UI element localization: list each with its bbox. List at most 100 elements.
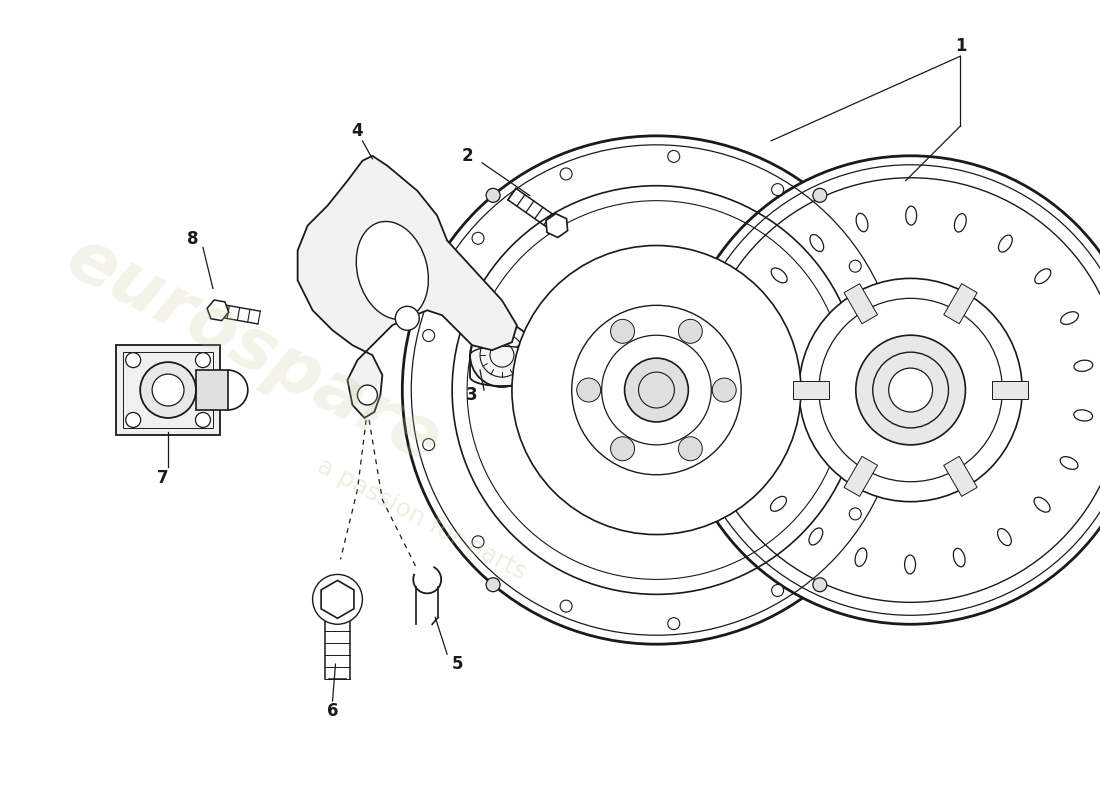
Polygon shape — [321, 581, 354, 618]
Polygon shape — [631, 430, 656, 534]
Polygon shape — [692, 322, 792, 376]
Circle shape — [668, 618, 680, 630]
Polygon shape — [683, 282, 767, 365]
Circle shape — [883, 405, 895, 417]
Circle shape — [625, 358, 689, 422]
Ellipse shape — [810, 234, 824, 251]
Ellipse shape — [1074, 360, 1092, 371]
Text: 7: 7 — [157, 469, 169, 486]
Ellipse shape — [744, 310, 761, 323]
Circle shape — [889, 368, 933, 412]
Circle shape — [856, 335, 966, 445]
Polygon shape — [671, 256, 728, 355]
Ellipse shape — [998, 529, 1011, 546]
Polygon shape — [793, 381, 829, 399]
Polygon shape — [696, 370, 801, 390]
Polygon shape — [534, 297, 626, 369]
Circle shape — [472, 232, 484, 244]
Circle shape — [512, 246, 801, 534]
Circle shape — [152, 374, 184, 406]
Circle shape — [679, 437, 702, 461]
Circle shape — [312, 574, 362, 624]
Circle shape — [486, 188, 500, 202]
Ellipse shape — [808, 528, 823, 545]
Circle shape — [676, 156, 1100, 624]
Polygon shape — [612, 248, 649, 352]
Polygon shape — [844, 456, 878, 496]
Ellipse shape — [728, 359, 748, 370]
Circle shape — [679, 319, 702, 343]
Circle shape — [470, 323, 534, 387]
Circle shape — [560, 600, 572, 612]
Polygon shape — [568, 265, 637, 358]
Text: 5: 5 — [451, 655, 463, 673]
Ellipse shape — [1074, 410, 1092, 421]
Circle shape — [140, 362, 196, 418]
Ellipse shape — [1060, 312, 1078, 325]
Polygon shape — [117, 345, 220, 435]
Circle shape — [196, 353, 210, 368]
Circle shape — [125, 413, 141, 427]
Polygon shape — [546, 214, 568, 238]
Ellipse shape — [771, 268, 788, 283]
Polygon shape — [663, 428, 701, 532]
Polygon shape — [546, 416, 630, 498]
Circle shape — [403, 136, 911, 644]
Circle shape — [849, 260, 861, 272]
Text: 2: 2 — [461, 147, 473, 165]
Polygon shape — [688, 411, 779, 483]
Circle shape — [610, 319, 635, 343]
Polygon shape — [515, 341, 619, 382]
Ellipse shape — [1034, 498, 1050, 512]
Circle shape — [813, 188, 827, 202]
Circle shape — [125, 353, 141, 368]
Polygon shape — [584, 425, 641, 524]
Polygon shape — [196, 370, 228, 410]
Ellipse shape — [955, 214, 966, 232]
Text: 3: 3 — [466, 386, 477, 404]
Circle shape — [813, 578, 827, 592]
Polygon shape — [207, 300, 229, 321]
Circle shape — [576, 378, 601, 402]
Polygon shape — [658, 246, 682, 350]
Polygon shape — [992, 381, 1028, 399]
Circle shape — [883, 364, 895, 375]
Circle shape — [422, 438, 435, 450]
Ellipse shape — [356, 222, 428, 319]
Circle shape — [610, 437, 635, 461]
Text: 6: 6 — [327, 702, 339, 720]
Ellipse shape — [855, 548, 867, 566]
Polygon shape — [512, 390, 617, 410]
Circle shape — [486, 578, 500, 592]
Ellipse shape — [742, 456, 760, 468]
Polygon shape — [676, 422, 746, 515]
Polygon shape — [520, 404, 621, 458]
Text: 8: 8 — [187, 230, 199, 247]
Polygon shape — [844, 284, 878, 324]
Ellipse shape — [770, 496, 786, 511]
Ellipse shape — [904, 555, 915, 574]
Ellipse shape — [1060, 457, 1078, 470]
Ellipse shape — [905, 206, 916, 225]
Text: 1: 1 — [955, 37, 966, 55]
Polygon shape — [298, 156, 517, 418]
Text: eurospare: eurospare — [54, 222, 452, 478]
Circle shape — [849, 508, 861, 520]
Circle shape — [560, 168, 572, 180]
Circle shape — [358, 385, 377, 405]
Polygon shape — [944, 284, 977, 324]
Text: 4: 4 — [352, 122, 363, 140]
Circle shape — [472, 536, 484, 548]
Ellipse shape — [954, 548, 965, 566]
Circle shape — [326, 587, 350, 611]
Ellipse shape — [1035, 269, 1050, 284]
Circle shape — [713, 378, 736, 402]
Circle shape — [422, 330, 435, 342]
Polygon shape — [944, 456, 977, 496]
Polygon shape — [694, 398, 798, 439]
Circle shape — [196, 413, 210, 427]
Ellipse shape — [999, 235, 1012, 252]
Ellipse shape — [856, 214, 868, 232]
Circle shape — [772, 184, 783, 195]
Text: a passion for parts: a passion for parts — [314, 454, 531, 585]
